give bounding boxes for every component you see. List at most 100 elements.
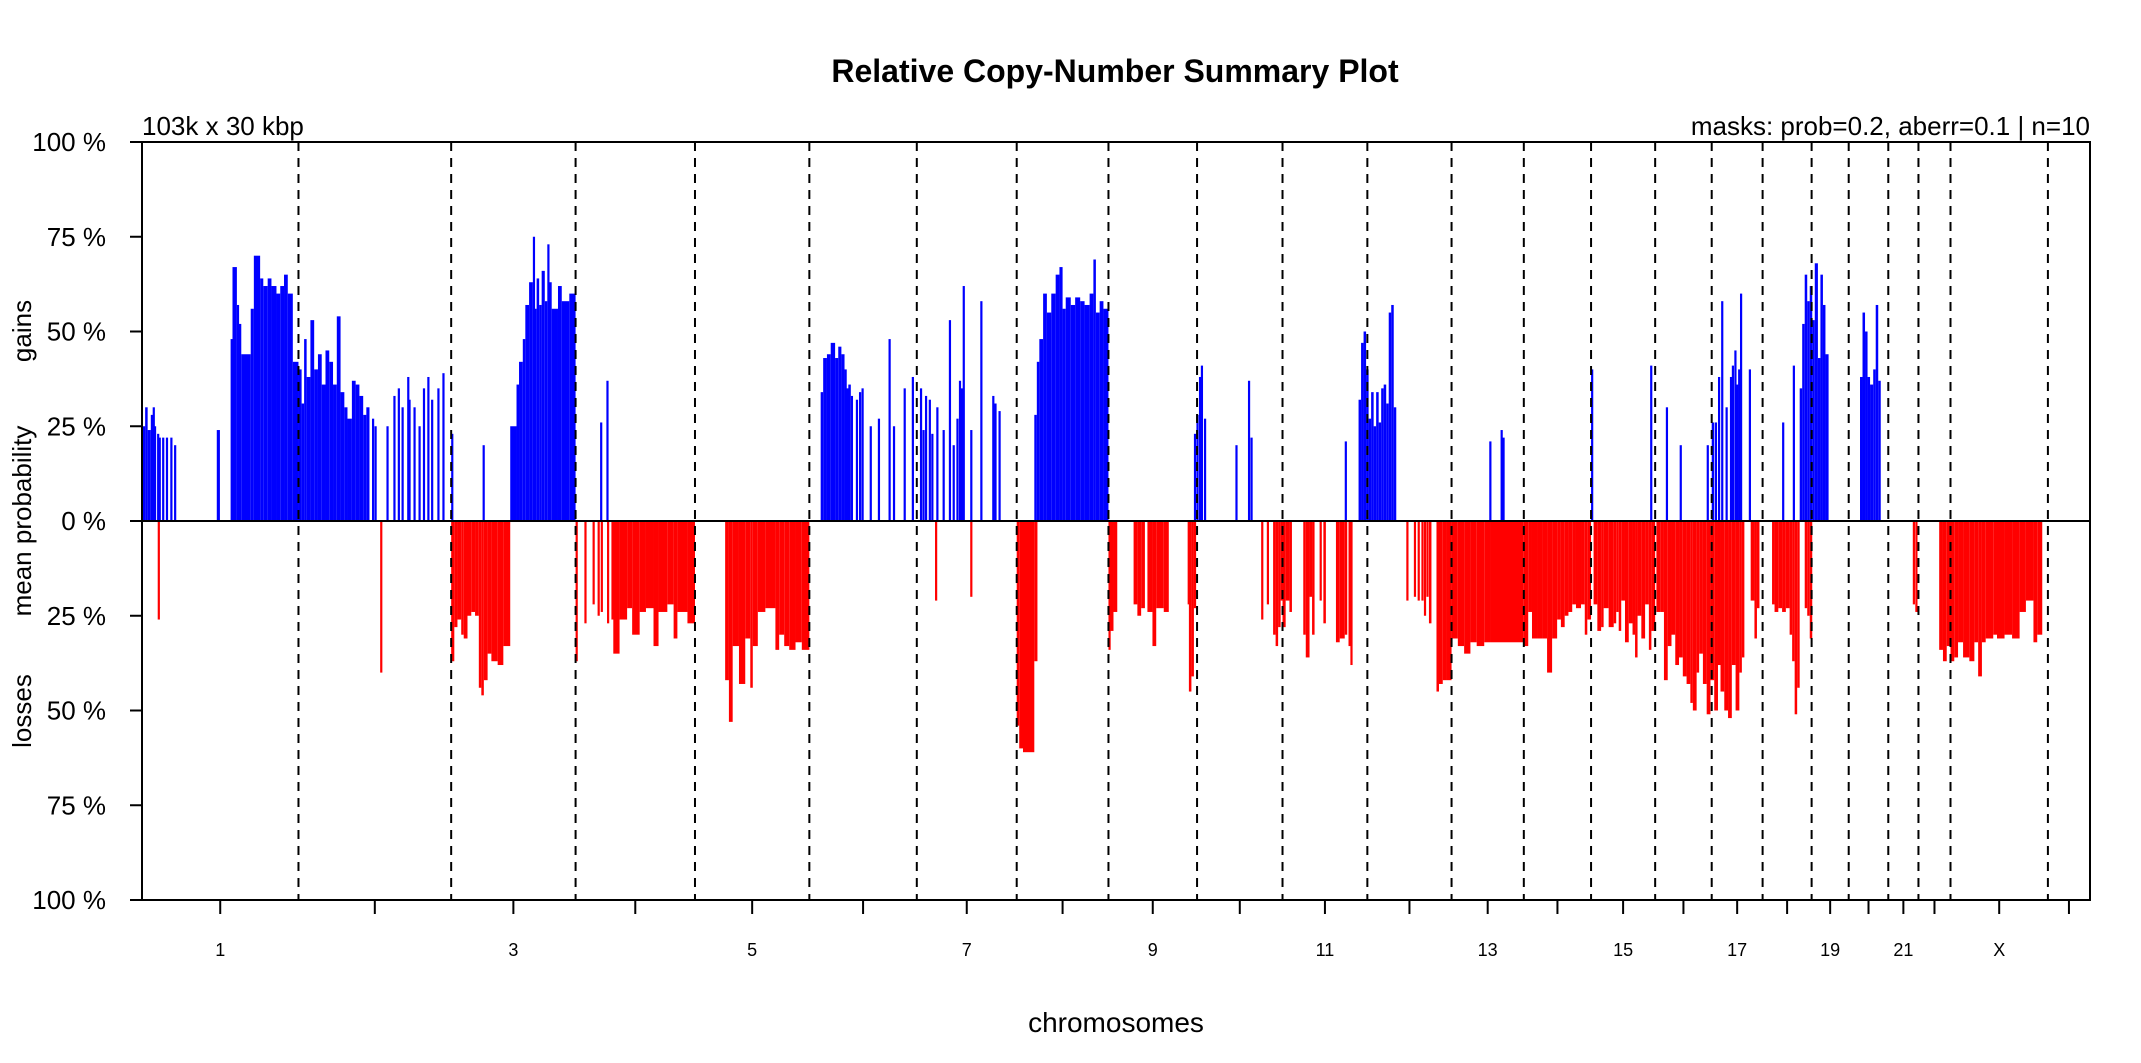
x-tick-label: 9 [1148, 940, 1158, 960]
loss-bar [1188, 521, 1192, 692]
gain-bar [1043, 293, 1047, 521]
loss-bar [1531, 521, 1538, 639]
loss-bar [1706, 521, 1711, 715]
loss-bar [491, 521, 498, 662]
loss-bar [2012, 521, 2020, 639]
loss-bar [1464, 521, 1471, 654]
gain-bar [351, 380, 356, 521]
loss-bar [1193, 521, 1197, 609]
loss-bar [1667, 521, 1672, 647]
gain-bar [1366, 369, 1369, 521]
gain-bar [170, 437, 173, 521]
loss-bar [592, 521, 595, 605]
gain-bar [1080, 301, 1085, 521]
loss-bar [1187, 521, 1190, 605]
gain-bar [1738, 369, 1741, 521]
loss-bar [1560, 521, 1565, 628]
loss-bar [1682, 521, 1687, 677]
gain-bar [321, 384, 326, 521]
gain-bar [236, 304, 240, 521]
loss-bar [632, 521, 640, 635]
gain-bar [919, 388, 923, 521]
gain-bar [1807, 301, 1810, 521]
loss-bar [757, 521, 766, 612]
loss-bar [1348, 521, 1351, 647]
gain-bar [147, 430, 151, 521]
loss-bar [1470, 521, 1477, 643]
loss-bar [1632, 521, 1636, 635]
gain-bar [1344, 441, 1347, 521]
loss-bar [584, 521, 587, 624]
gain-bar [329, 361, 334, 521]
gain-bar [216, 430, 220, 521]
loss-bar [1581, 521, 1585, 605]
gain-bar [911, 376, 914, 521]
loss-bar [1717, 521, 1721, 666]
loss-bar [801, 521, 810, 650]
gain-bar [276, 293, 281, 521]
gain-bar [408, 399, 411, 521]
loss-bar [487, 521, 492, 654]
loss-bar [725, 521, 729, 681]
gain-bar [869, 426, 872, 521]
gain-bar [980, 301, 983, 521]
loss-bar [1635, 521, 1638, 658]
loss-bar [1702, 521, 1707, 684]
loss-bar [451, 521, 455, 662]
gain-bar [1802, 323, 1805, 521]
gain-bar [549, 282, 552, 521]
gain-bar [1376, 392, 1379, 521]
gain-bar [1368, 418, 1372, 521]
gain-bar [1373, 426, 1377, 521]
gain-bar [970, 430, 973, 521]
loss-bar [1624, 521, 1629, 643]
gain-bar [165, 437, 169, 521]
gain-bar [301, 403, 305, 521]
gain-bar [1203, 418, 1207, 521]
loss-bar [775, 521, 780, 650]
gain-bar [846, 388, 849, 521]
gain-bar [427, 376, 430, 521]
loss-bar [1648, 521, 1652, 650]
gain-bar [1051, 293, 1056, 521]
loss-bar [1523, 521, 1529, 647]
gain-bar [267, 278, 272, 521]
gain-bar [158, 437, 161, 521]
gain-bar [1731, 365, 1735, 521]
loss-bar [471, 521, 476, 612]
loss-bar [1792, 521, 1795, 662]
gain-bar [888, 339, 891, 521]
gain-bar [260, 278, 264, 521]
loss-bar [1564, 521, 1569, 616]
loss-bar [732, 521, 739, 647]
gain-bar [142, 426, 146, 521]
x-tick-label: 15 [1613, 940, 1633, 960]
loss-bar [1915, 521, 1918, 612]
gain-bar [848, 384, 851, 521]
gain-bar [1391, 304, 1394, 521]
gain-bar [858, 392, 862, 521]
gain-bar [174, 445, 177, 521]
loss-bar [1782, 521, 1786, 612]
loss-bar [1344, 521, 1348, 635]
gain-bar [1363, 331, 1367, 521]
x-tick-label: 5 [747, 940, 757, 960]
gain-bar [936, 407, 939, 521]
gain-bar [1250, 437, 1253, 521]
gain-bar [1729, 376, 1733, 521]
gain-bar [397, 388, 400, 521]
gain-bar [1706, 445, 1709, 521]
gain-bar [823, 358, 827, 521]
loss-bar [1282, 521, 1286, 628]
loss-bar [619, 521, 628, 620]
loss-bar [1587, 521, 1592, 620]
gain-bar [861, 388, 864, 521]
gain-bar [407, 376, 410, 521]
gain-bar [877, 418, 881, 521]
gain-bar [1650, 365, 1653, 521]
gain-bar [1371, 392, 1374, 521]
loss-bar [1417, 521, 1420, 601]
loss-bar [745, 521, 751, 639]
gain-bar [1865, 331, 1868, 521]
loss-bar [789, 521, 796, 650]
